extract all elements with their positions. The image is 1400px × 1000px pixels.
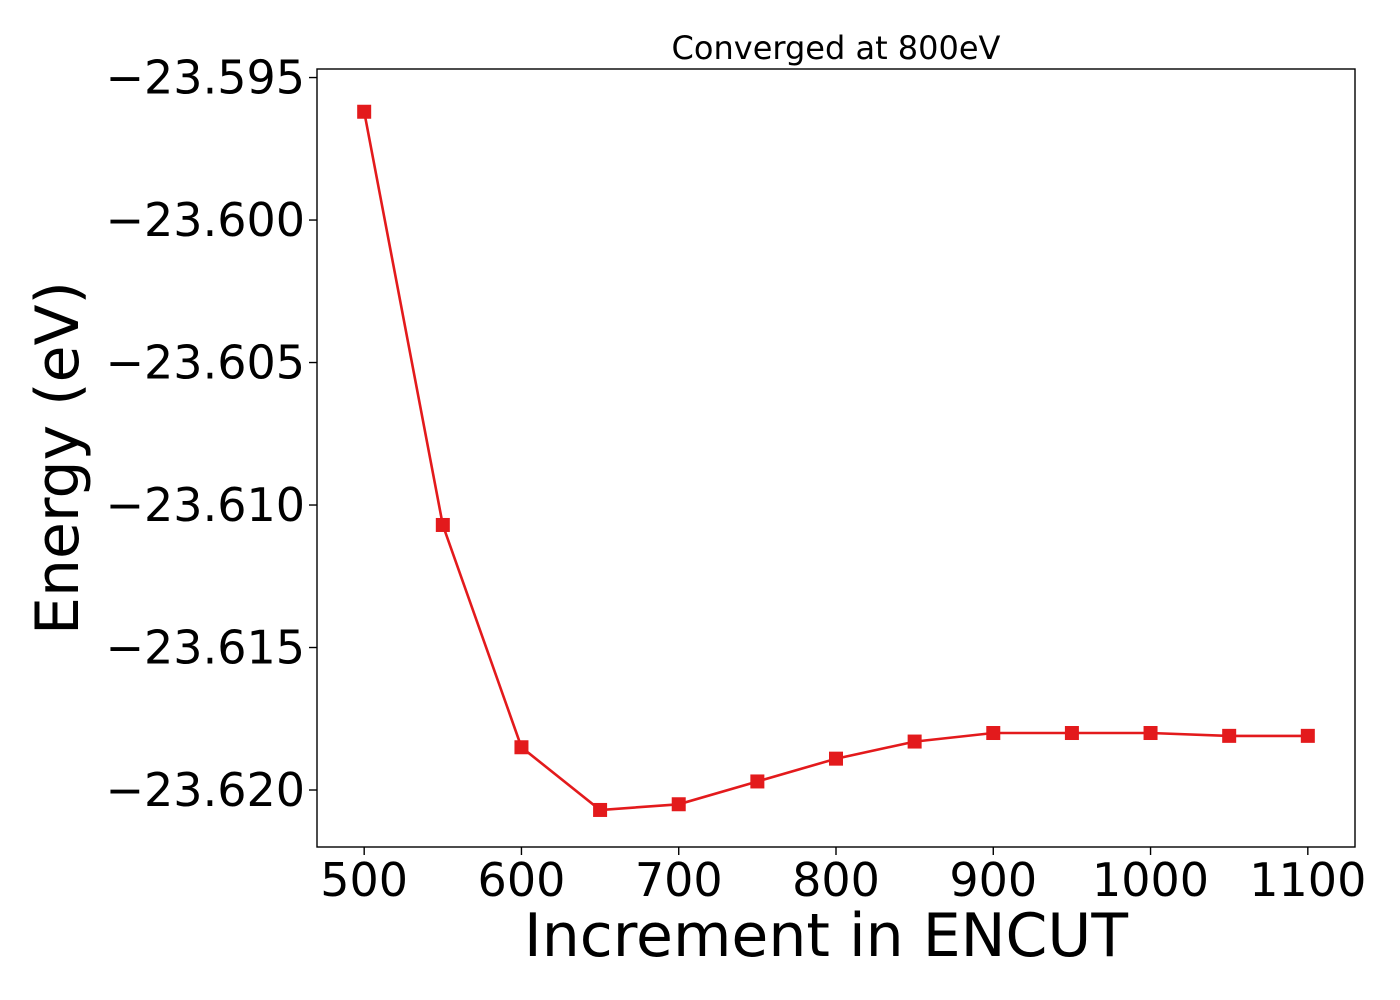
x-tick-label: 600 <box>478 853 566 907</box>
x-axis-ticks: 500 600 700 800 900 1000 1100 <box>320 847 1366 907</box>
chart-title: Converged at 800eV <box>672 29 1001 67</box>
y-tick-label: −23.605 <box>106 336 306 390</box>
data-point <box>750 774 765 789</box>
y-tick-label: −23.595 <box>106 51 306 105</box>
data-point <box>514 740 529 755</box>
x-tick-label: 900 <box>949 853 1037 907</box>
data-point <box>1300 728 1315 743</box>
data-point <box>593 802 608 817</box>
data-point <box>907 734 922 749</box>
data-point <box>1064 726 1079 741</box>
x-tick-label: 1100 <box>1249 853 1366 907</box>
data-point <box>1143 726 1158 741</box>
y-axis-ticks: −23.595 −23.600 −23.605 −23.610 −23.615 −23.6… <box>106 51 317 817</box>
series-layer <box>357 104 1315 817</box>
y-tick-label: −23.615 <box>106 621 306 675</box>
y-tick-label: −23.620 <box>106 763 306 817</box>
y-tick-label: −23.610 <box>106 478 306 532</box>
y-axis-title: Energy (eV) <box>23 281 93 635</box>
x-tick-label: 1000 <box>1092 853 1209 907</box>
x-tick-label: 700 <box>635 853 723 907</box>
data-point <box>435 517 450 532</box>
data-point <box>1222 728 1237 743</box>
data-point <box>671 797 686 812</box>
y-tick-label: −23.600 <box>106 193 306 247</box>
x-axis-title: Increment in ENCUT <box>524 901 1128 971</box>
series-line <box>362 111 1308 812</box>
x-tick-label: 800 <box>792 853 880 907</box>
data-point <box>986 726 1001 741</box>
data-point <box>829 751 843 766</box>
plot-frame <box>316 68 1356 848</box>
data-point <box>357 104 372 119</box>
plot-area: 500 600 700 800 900 1000 1100 −23.595−23.600−2… <box>106 51 1367 907</box>
x-tick-label: 500 <box>320 853 408 907</box>
